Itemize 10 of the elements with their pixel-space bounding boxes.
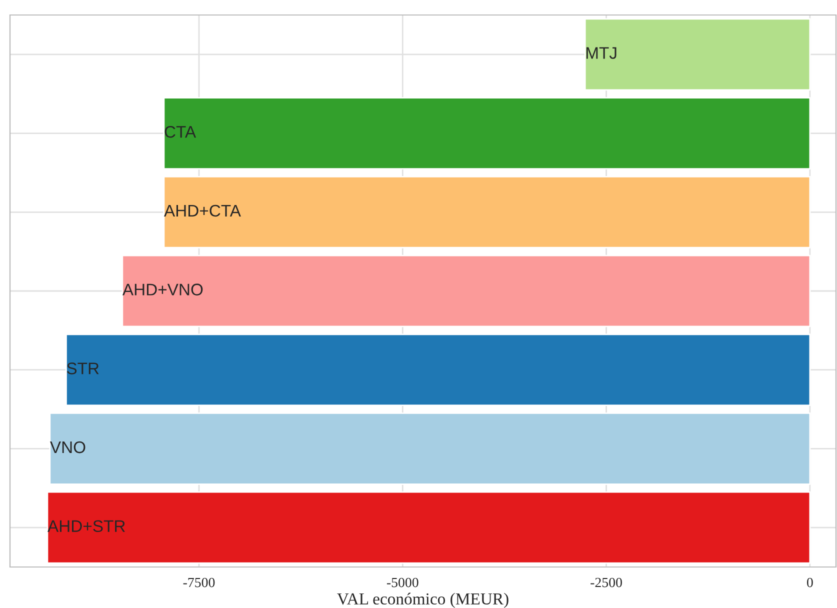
x-tick-label: 0: [806, 578, 813, 588]
x-tick-label: -2500: [590, 578, 622, 588]
y-tick-label: VNO: [50, 441, 86, 454]
x-tick-label: -5000: [386, 578, 418, 588]
x-axis-title: VAL económico (MEUR): [337, 592, 508, 608]
y-tick-label: MTJ: [586, 47, 616, 59]
y-tick-label: STR: [66, 362, 99, 374]
y-tick-label: CTA: [164, 126, 196, 138]
y-tick-label: AHD+VNO: [122, 284, 203, 296]
x-tick-label: -7500: [183, 578, 215, 588]
